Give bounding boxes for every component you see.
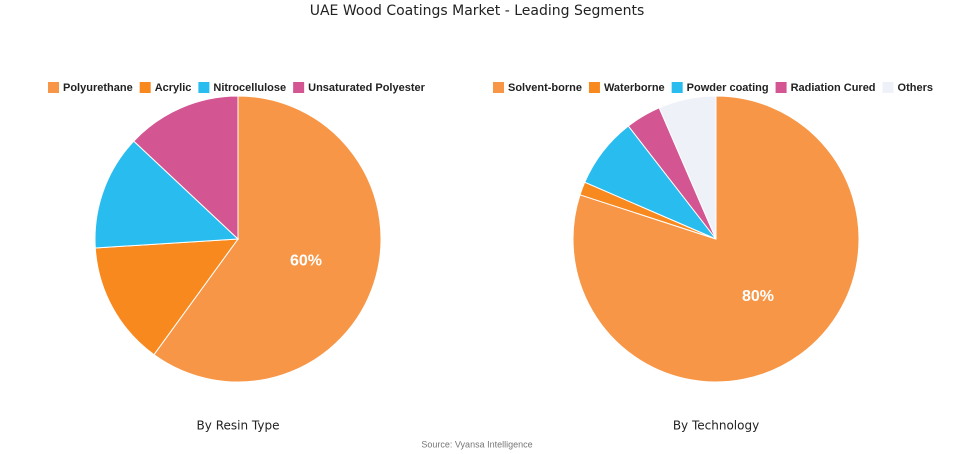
legend-label: Powder coating [687,82,769,94]
legend-label: Radiation Cured [791,82,876,94]
pie-slice [94,140,240,249]
legend-label: Solvent-borne [508,82,582,94]
slice-label: 60% [290,252,322,269]
pie-slice [153,95,382,383]
pie-slice [658,95,717,240]
legend-swatch [882,82,894,93]
legend-label: Polyurethane [63,82,133,94]
legend-swatch [293,82,305,93]
legend-swatch [588,82,600,93]
legend-swatch [139,82,151,93]
legend-swatch [493,82,504,93]
title: UAE Wood Coatings Market - Leading Segme… [310,3,645,19]
pie-slice [94,238,240,356]
pie-slice [133,95,239,241]
legend-swatch [48,82,59,93]
legend-label: Acrylic [155,82,192,94]
legend-label: Waterborne [604,82,665,94]
legend-label: Nitrocellulose [213,82,286,94]
source: Source: Vyansa Intelligence [421,439,532,449]
slice-label: 80% [742,288,774,305]
legend-swatch [671,82,683,93]
legend-swatch [198,82,210,93]
legend-label: Unsaturated Polyester [308,82,425,94]
pie-subtitle: By Resin Type [197,419,280,433]
pie-subtitle: By Technology [673,419,759,433]
legend-label: Others [898,82,933,94]
legend-swatch [775,82,787,93]
